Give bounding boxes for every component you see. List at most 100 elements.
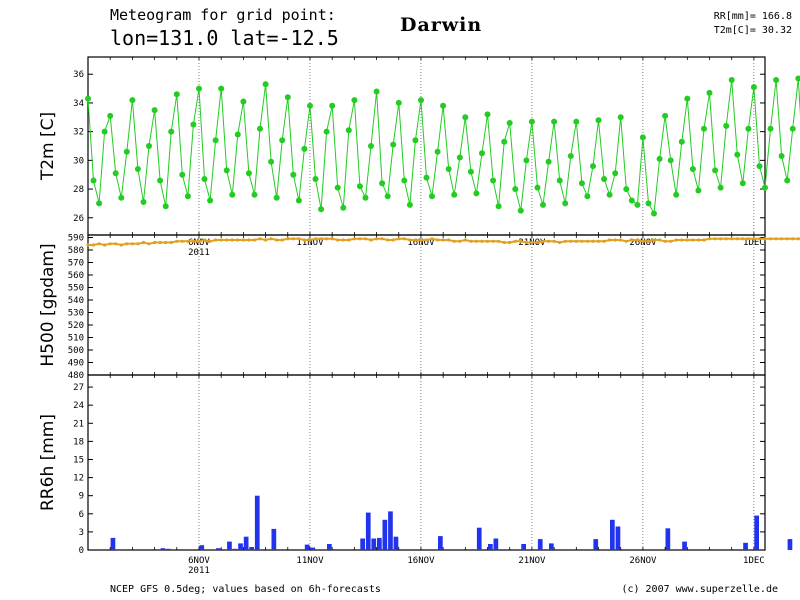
y-tick-label: 530 — [68, 309, 84, 319]
data-point-h500 — [302, 238, 306, 242]
data-point-h500 — [424, 238, 429, 242]
panel-frame — [87, 56, 766, 236]
data-point-t2m — [146, 143, 152, 149]
data-point-t2m — [617, 114, 624, 121]
data-point-h500 — [613, 238, 617, 242]
bar-rr6h — [537, 539, 543, 550]
y-tick-label: 24 — [73, 401, 84, 411]
data-point-h500 — [463, 238, 467, 242]
data-point-h500 — [491, 239, 495, 243]
data-point-t2m — [584, 193, 591, 200]
meteogram-caption: Meteogram for grid point: — [110, 6, 336, 24]
data-point-h500 — [508, 240, 512, 245]
data-point-h500 — [158, 240, 162, 245]
data-point-t2m — [479, 150, 485, 157]
data-point-h500 — [397, 237, 401, 241]
bar-rr6h — [166, 548, 171, 550]
data-point-h500 — [180, 239, 184, 243]
data-point-h500 — [497, 239, 501, 243]
data-point-h500 — [164, 240, 168, 245]
data-point-t2m — [151, 107, 158, 114]
data-point-h500 — [225, 238, 229, 242]
y-axis-rr6h: 0 3 6 9 12 15 18 21 24 27 — [73, 383, 765, 556]
data-point-t2m — [279, 137, 286, 144]
data-point-h500 — [630, 238, 634, 242]
data-point-t2m — [556, 177, 563, 184]
data-point-t2m — [756, 163, 763, 170]
data-point-h500 — [436, 238, 440, 242]
data-point-t2m — [418, 97, 424, 104]
data-point-t2m — [140, 199, 147, 205]
data-point-t2m — [212, 137, 219, 144]
temperature-mean: T2m[C]= 30.32 — [713, 25, 792, 36]
data-point-h500 — [680, 238, 684, 242]
data-point-h500 — [674, 238, 678, 242]
data-point-h500 — [275, 238, 279, 242]
y-tick-label: 28 — [73, 185, 84, 195]
data-point-t2m — [229, 191, 236, 198]
data-point-h500 — [419, 238, 423, 242]
data-point-t2m — [434, 148, 441, 155]
data-point-h500 — [264, 238, 268, 242]
data-point-t2m — [384, 193, 391, 200]
data-point-h500 — [136, 242, 140, 246]
data-point-t2m — [717, 184, 724, 191]
data-point-h500 — [519, 239, 523, 243]
data-point-h500 — [197, 239, 201, 243]
data-point-h500 — [236, 238, 240, 242]
data-point-t2m — [90, 177, 97, 184]
data-point-h500 — [219, 238, 223, 242]
data-point-t2m — [162, 203, 169, 210]
y-tick-label: 18 — [73, 437, 84, 447]
data-point-t2m — [551, 118, 558, 125]
data-point-h500 — [696, 238, 701, 242]
data-point-h500 — [153, 240, 157, 245]
data-point-h500 — [252, 238, 257, 242]
data-point-t2m — [157, 177, 164, 184]
data-point-h500 — [541, 239, 545, 243]
bar-rr6h — [327, 544, 332, 550]
data-point-h500 — [791, 237, 795, 241]
data-point-t2m — [517, 207, 524, 214]
data-point-h500 — [663, 239, 667, 243]
data-point-t2m — [262, 81, 269, 88]
data-point-h500 — [413, 238, 417, 242]
bar-rr6h — [254, 495, 260, 550]
bar-rr6h — [377, 537, 382, 550]
data-point-h500 — [402, 237, 406, 241]
data-point-h500 — [147, 242, 151, 246]
data-point-t2m — [462, 114, 469, 121]
data-point-h500 — [358, 237, 362, 241]
data-point-t2m — [362, 194, 369, 201]
data-point-h500 — [247, 238, 251, 242]
data-point-h500 — [325, 237, 329, 241]
data-point-t2m — [334, 184, 341, 191]
data-point-h500 — [785, 237, 789, 241]
bar-rr6h — [227, 541, 232, 550]
data-point-h500 — [768, 237, 773, 241]
data-point-h500 — [746, 237, 751, 241]
data-point-t2m — [512, 186, 519, 193]
data-point-t2m — [712, 167, 719, 174]
data-point-t2m — [445, 166, 452, 172]
data-point-t2m — [373, 88, 380, 95]
data-point-h500 — [97, 242, 101, 246]
y-axis-title-t2m: T2m [C] — [38, 112, 58, 181]
data-point-h500 — [547, 239, 551, 243]
data-point-t2m — [490, 177, 497, 184]
x-tick-label: 11NOV — [296, 556, 324, 566]
data-point-t2m — [456, 154, 463, 161]
data-point-h500 — [191, 239, 195, 243]
bar-rr6h — [665, 528, 671, 550]
data-point-h500 — [386, 238, 390, 242]
data-point-h500 — [596, 239, 601, 243]
data-point-h500 — [130, 242, 134, 246]
bar-rr6h — [549, 543, 554, 550]
data-point-t2m — [762, 184, 768, 191]
data-point-t2m — [168, 128, 175, 135]
y-tick-label: 540 — [68, 296, 84, 306]
data-point-t2m — [684, 95, 691, 102]
data-point-h500 — [535, 240, 540, 245]
bar-rr6h — [476, 527, 482, 550]
